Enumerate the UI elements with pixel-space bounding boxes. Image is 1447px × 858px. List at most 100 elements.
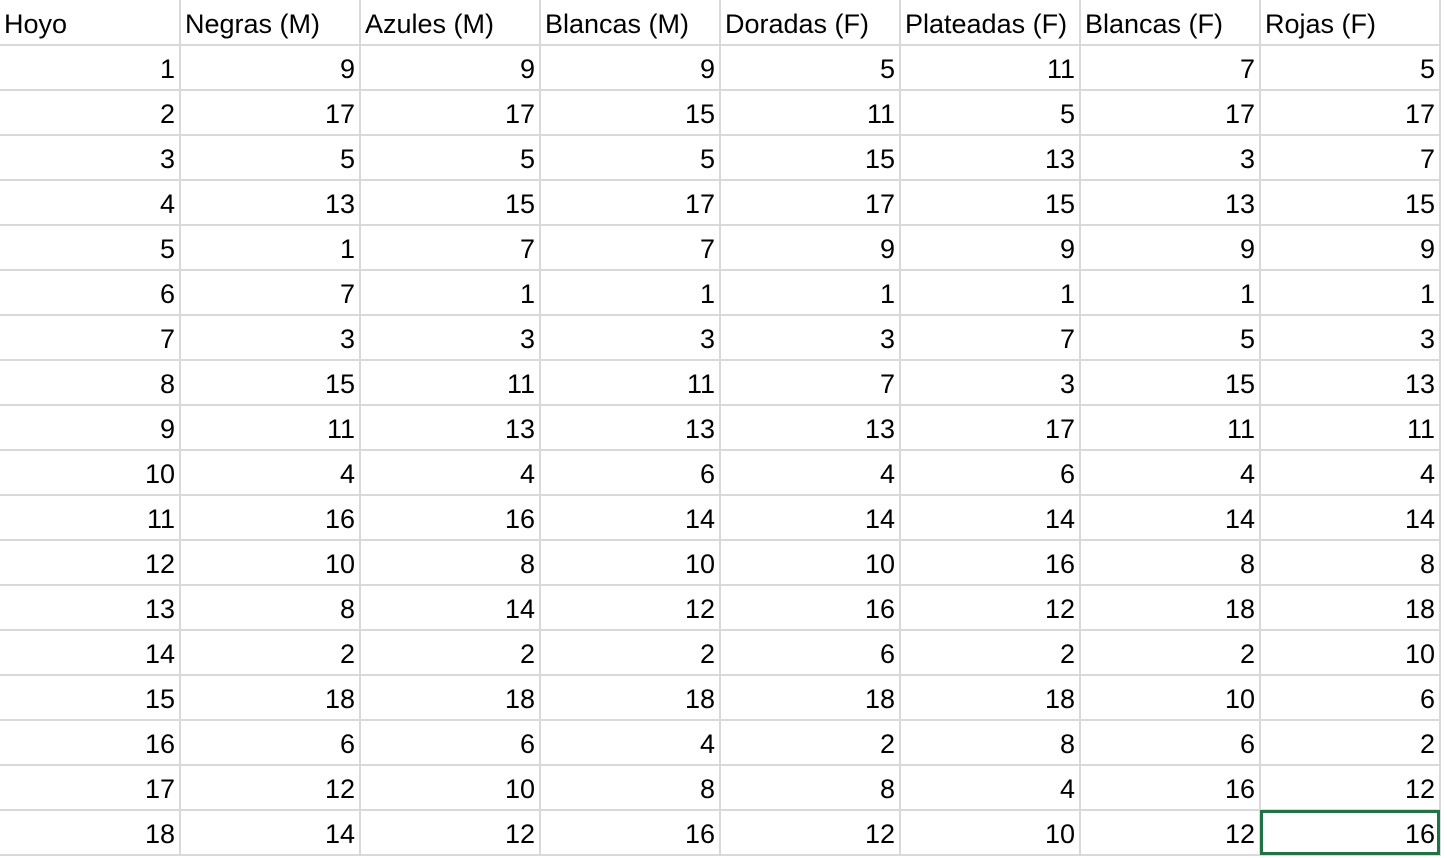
- hole-number-cell[interactable]: 1: [0, 45, 181, 91]
- stroke-index-cell[interactable]: 16: [180, 495, 361, 541]
- stroke-index-cell[interactable]: 9: [1260, 225, 1441, 271]
- stroke-index-cell[interactable]: 16: [540, 810, 721, 856]
- stroke-index-cell[interactable]: 7: [360, 225, 541, 271]
- stroke-index-cell[interactable]: 15: [900, 180, 1081, 226]
- stroke-index-cell[interactable]: 17: [1260, 90, 1441, 136]
- hole-number-cell[interactable]: 4: [0, 180, 181, 226]
- stroke-index-cell[interactable]: 2: [180, 630, 361, 676]
- stroke-index-cell[interactable]: 5: [540, 135, 721, 181]
- stroke-index-cell[interactable]: 3: [900, 360, 1081, 406]
- stroke-index-cell[interactable]: 8: [900, 720, 1081, 766]
- stroke-index-cell[interactable]: 14: [180, 810, 361, 856]
- stroke-index-cell[interactable]: 1: [540, 270, 721, 316]
- stroke-index-cell[interactable]: 14: [720, 495, 901, 541]
- stroke-index-cell[interactable]: 10: [180, 540, 361, 586]
- stroke-index-cell[interactable]: 16: [1080, 765, 1261, 811]
- hole-number-cell[interactable]: 3: [0, 135, 181, 181]
- stroke-index-cell[interactable]: 5: [1080, 315, 1261, 361]
- stroke-index-cell[interactable]: 18: [720, 675, 901, 721]
- stroke-index-cell[interactable]: 9: [720, 225, 901, 271]
- stroke-index-cell[interactable]: 17: [360, 90, 541, 136]
- stroke-index-cell[interactable]: 18: [900, 675, 1081, 721]
- stroke-index-cell[interactable]: 14: [540, 495, 721, 541]
- stroke-index-cell[interactable]: 1: [360, 270, 541, 316]
- stroke-index-cell[interactable]: 12: [540, 585, 721, 631]
- column-header-cell[interactable]: Blancas (F): [1080, 0, 1261, 46]
- stroke-index-cell[interactable]: 8: [180, 585, 361, 631]
- stroke-index-cell[interactable]: 11: [180, 405, 361, 451]
- stroke-index-cell[interactable]: 18: [540, 675, 721, 721]
- stroke-index-cell[interactable]: 18: [360, 675, 541, 721]
- stroke-index-cell[interactable]: 2: [720, 720, 901, 766]
- stroke-index-cell[interactable]: 7: [1080, 45, 1261, 91]
- stroke-index-cell[interactable]: 6: [540, 450, 721, 496]
- stroke-index-cell[interactable]: 3: [1260, 315, 1441, 361]
- stroke-index-cell[interactable]: 17: [1080, 90, 1261, 136]
- hole-number-cell[interactable]: 11: [0, 495, 181, 541]
- hole-number-cell[interactable]: 15: [0, 675, 181, 721]
- stroke-index-cell[interactable]: 4: [1260, 450, 1441, 496]
- stroke-index-cell[interactable]: 14: [1080, 495, 1261, 541]
- stroke-index-cell[interactable]: 1: [1080, 270, 1261, 316]
- hole-number-cell[interactable]: 16: [0, 720, 181, 766]
- stroke-index-cell[interactable]: 17: [180, 90, 361, 136]
- stroke-index-cell[interactable]: 17: [540, 180, 721, 226]
- stroke-index-cell[interactable]: 7: [540, 225, 721, 271]
- stroke-index-cell[interactable]: 3: [1080, 135, 1261, 181]
- stroke-index-cell[interactable]: 8: [1080, 540, 1261, 586]
- stroke-index-cell[interactable]: 2: [900, 630, 1081, 676]
- stroke-index-cell[interactable]: 18: [180, 675, 361, 721]
- stroke-index-cell[interactable]: 10: [360, 765, 541, 811]
- column-header-cell[interactable]: Doradas (F): [720, 0, 901, 46]
- stroke-index-cell[interactable]: 7: [720, 360, 901, 406]
- stroke-index-cell[interactable]: 10: [1080, 675, 1261, 721]
- stroke-index-cell[interactable]: 8: [720, 765, 901, 811]
- stroke-index-cell[interactable]: 14: [1260, 495, 1441, 541]
- stroke-index-cell[interactable]: 13: [540, 405, 721, 451]
- stroke-index-cell[interactable]: 11: [720, 90, 901, 136]
- stroke-index-cell[interactable]: 18: [1080, 585, 1261, 631]
- stroke-index-cell[interactable]: 5: [1260, 45, 1441, 91]
- stroke-index-cell[interactable]: 11: [1260, 405, 1441, 451]
- stroke-index-cell[interactable]: 16: [720, 585, 901, 631]
- stroke-index-cell[interactable]: 4: [180, 450, 361, 496]
- stroke-index-cell[interactable]: 1: [720, 270, 901, 316]
- stroke-index-cell[interactable]: 4: [900, 765, 1081, 811]
- stroke-index-cell[interactable]: 10: [900, 810, 1081, 856]
- stroke-index-cell[interactable]: 7: [1260, 135, 1441, 181]
- stroke-index-cell[interactable]: 3: [540, 315, 721, 361]
- stroke-index-cell[interactable]: 10: [540, 540, 721, 586]
- stroke-index-cell[interactable]: 12: [720, 810, 901, 856]
- stroke-index-cell[interactable]: 18: [1260, 585, 1441, 631]
- stroke-index-cell[interactable]: 9: [360, 45, 541, 91]
- stroke-index-cell[interactable]: 4: [720, 450, 901, 496]
- stroke-index-cell[interactable]: 17: [900, 405, 1081, 451]
- stroke-index-cell[interactable]: 15: [180, 360, 361, 406]
- hole-number-cell[interactable]: 10: [0, 450, 181, 496]
- stroke-index-cell[interactable]: 12: [360, 810, 541, 856]
- stroke-index-cell[interactable]: 8: [540, 765, 721, 811]
- stroke-index-cell[interactable]: 9: [180, 45, 361, 91]
- stroke-index-cell[interactable]: 8: [360, 540, 541, 586]
- stroke-index-cell[interactable]: 2: [1080, 630, 1261, 676]
- stroke-index-cell[interactable]: 16: [360, 495, 541, 541]
- hole-number-cell[interactable]: 9: [0, 405, 181, 451]
- stroke-index-cell[interactable]: 13: [1260, 360, 1441, 406]
- stroke-index-cell[interactable]: 4: [540, 720, 721, 766]
- stroke-index-cell[interactable]: 14: [900, 495, 1081, 541]
- column-header-cell[interactable]: Blancas (M): [540, 0, 721, 46]
- stroke-index-cell[interactable]: 11: [360, 360, 541, 406]
- stroke-index-cell[interactable]: 13: [360, 405, 541, 451]
- stroke-index-cell[interactable]: 11: [900, 45, 1081, 91]
- stroke-index-cell[interactable]: 12: [1260, 765, 1441, 811]
- stroke-index-cell[interactable]: 6: [1260, 675, 1441, 721]
- column-header-cell[interactable]: Azules (M): [360, 0, 541, 46]
- stroke-index-cell[interactable]: 15: [540, 90, 721, 136]
- hole-number-cell[interactable]: 17: [0, 765, 181, 811]
- hole-number-cell[interactable]: 12: [0, 540, 181, 586]
- stroke-index-cell[interactable]: 2: [540, 630, 721, 676]
- stroke-index-cell[interactable]: 6: [900, 450, 1081, 496]
- stroke-index-cell[interactable]: 4: [360, 450, 541, 496]
- stroke-index-cell[interactable]: 4: [1080, 450, 1261, 496]
